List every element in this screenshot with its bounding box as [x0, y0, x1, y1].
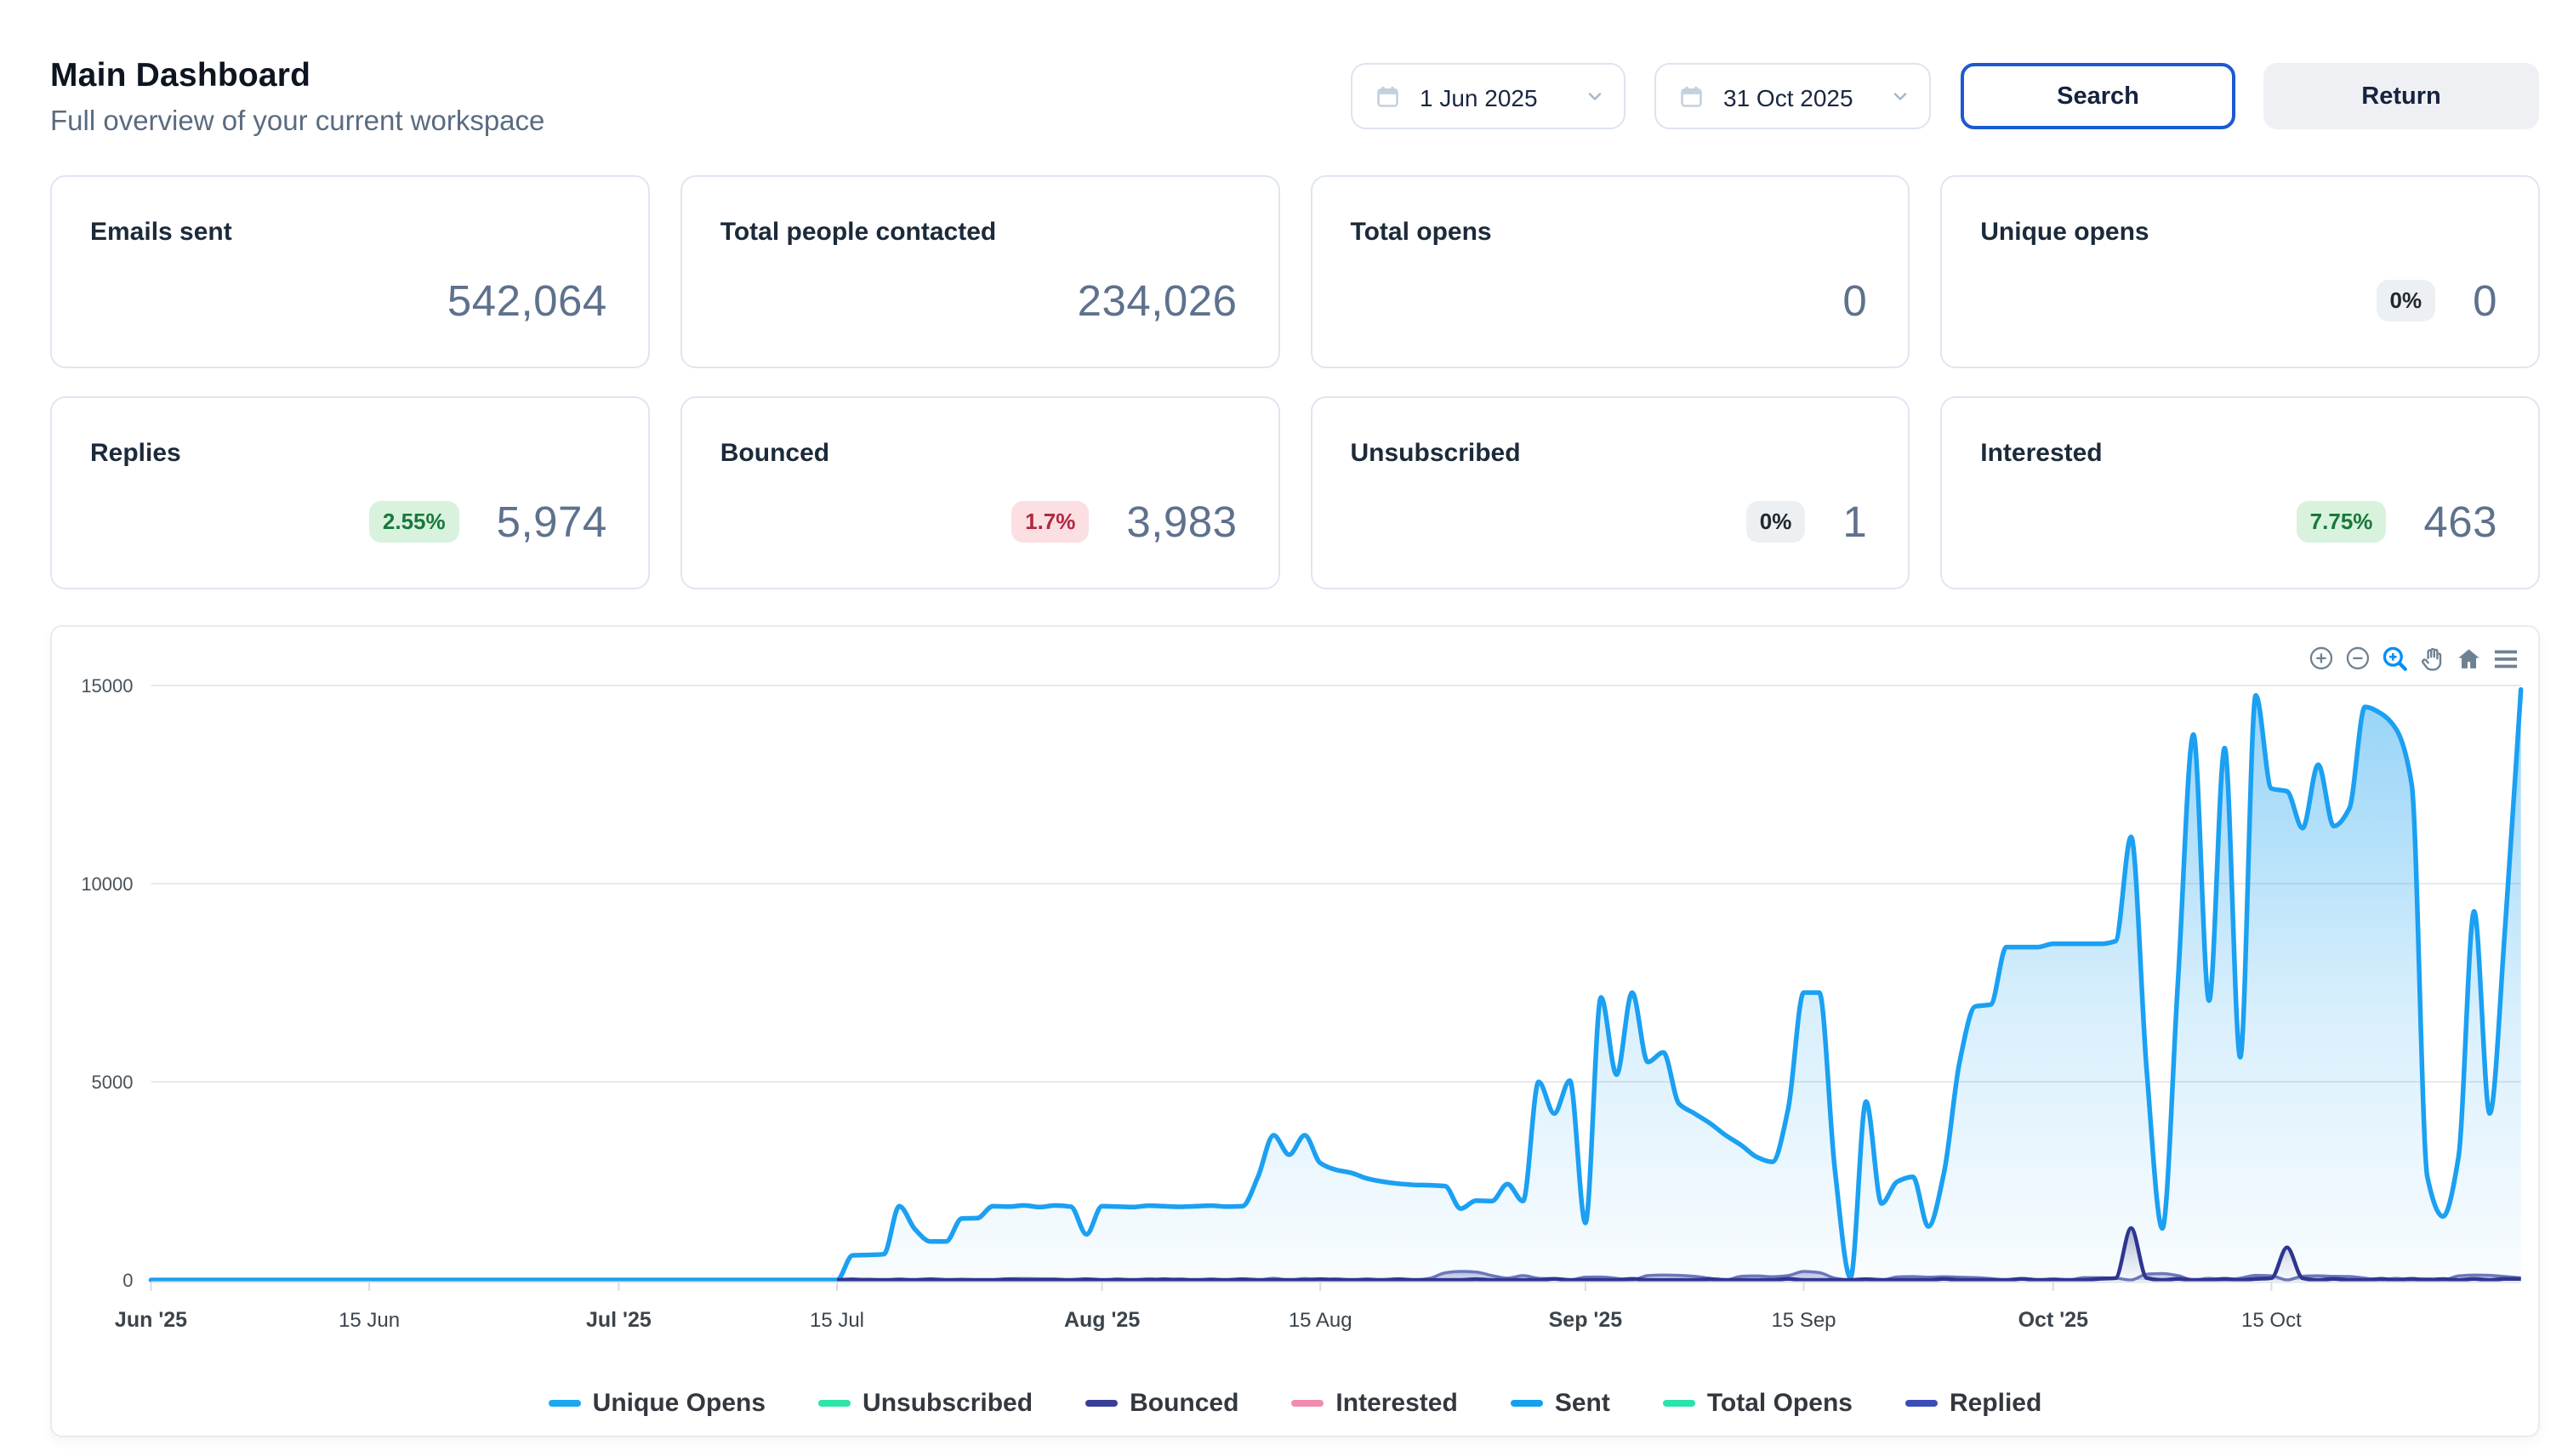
svg-text:15 Jun: 15 Jun	[339, 1309, 400, 1332]
svg-text:5000: 5000	[92, 1072, 134, 1093]
svg-text:15000: 15000	[81, 675, 133, 697]
svg-text:Jun '25: Jun '25	[115, 1308, 187, 1332]
svg-text:10000: 10000	[81, 873, 133, 895]
svg-text:Oct '25: Oct '25	[2018, 1308, 2088, 1332]
svg-text:15 Sep: 15 Sep	[1771, 1309, 1836, 1332]
svg-text:0: 0	[122, 1270, 133, 1291]
svg-text:Sep '25: Sep '25	[1549, 1308, 1623, 1332]
svg-text:Jul '25: Jul '25	[586, 1308, 652, 1332]
svg-text:15 Jul: 15 Jul	[810, 1309, 864, 1332]
svg-text:15 Aug: 15 Aug	[1289, 1309, 1352, 1332]
svg-text:15 Oct: 15 Oct	[2241, 1309, 2302, 1332]
svg-text:Aug '25: Aug '25	[1064, 1308, 1140, 1332]
